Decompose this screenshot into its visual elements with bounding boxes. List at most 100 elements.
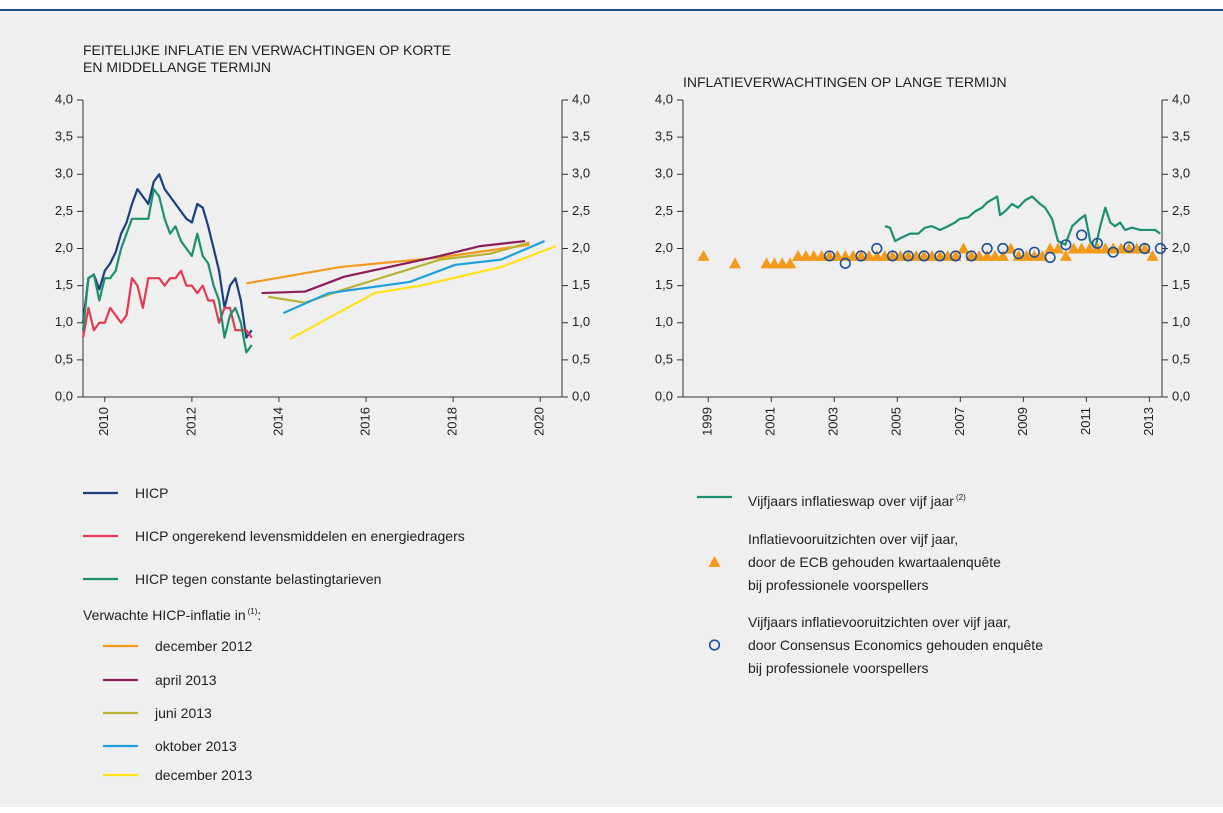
y-tick-label: 0,5 <box>55 351 73 366</box>
legend-label: april 2013 <box>155 671 217 688</box>
triangle-marker <box>697 249 710 261</box>
circle-marker <box>1060 239 1072 251</box>
y-tick-label-right: 0,0 <box>572 388 590 403</box>
series-line <box>289 245 556 341</box>
triangle-marker <box>1052 242 1065 254</box>
y-tick-label-right: 1,0 <box>572 314 590 329</box>
triangle-marker <box>949 249 962 261</box>
legend-heading-end: : <box>257 607 262 623</box>
x-tick-label: 2001 <box>763 407 778 436</box>
circle-marker <box>1091 237 1103 249</box>
x-tick-label: 2020 <box>532 407 547 436</box>
circle-marker <box>1013 248 1025 260</box>
legend-entry: Inflatievooruitzichten over vijf jaar, d… <box>748 528 1001 597</box>
y-tick-label: 2,5 <box>655 203 673 218</box>
y-tick-label-right: 0,5 <box>1172 351 1190 366</box>
y-tick-label-right: 0,0 <box>1172 388 1190 403</box>
circle-marker <box>1076 229 1088 241</box>
y-tick-label: 4,0 <box>655 91 673 106</box>
y-tick-label: 1,0 <box>655 314 673 329</box>
x-tick-label: 2007 <box>952 407 967 436</box>
legend-entry: april 2013 <box>155 669 217 692</box>
series-line <box>246 243 530 285</box>
y-tick-label: 2,5 <box>55 203 73 218</box>
panel <box>0 9 1223 807</box>
circle-marker <box>708 639 721 651</box>
x-tick-label: 2009 <box>1015 407 1030 436</box>
circle-marker <box>949 250 962 262</box>
y-tick-label: 0,5 <box>655 351 673 366</box>
triangle-marker <box>918 249 931 261</box>
triangle-marker <box>776 257 789 269</box>
circle-marker <box>918 250 930 262</box>
series-line <box>267 241 530 304</box>
triangle-marker <box>981 249 994 261</box>
y-tick-label-right: 1,5 <box>1172 277 1190 292</box>
x-tick-label: 2011 <box>1078 407 1093 435</box>
triangle-marker <box>1044 242 1057 254</box>
circle-marker <box>981 242 993 255</box>
triangle-marker <box>799 249 812 261</box>
x-tick-label: 2010 <box>96 407 111 436</box>
triangle-marker <box>933 249 946 261</box>
triangle-marker <box>708 556 721 567</box>
y-tick-label-right: 3,0 <box>1172 166 1190 181</box>
y-tick-label: 0,0 <box>55 388 73 403</box>
triangle-marker <box>1067 242 1080 254</box>
y-tick-label-right: 4,0 <box>572 91 590 106</box>
legend-heading-text: Verwachte HICP-inflatie in <box>83 607 246 623</box>
triangle-marker <box>870 249 883 261</box>
x-tick-label: 2013 <box>1141 407 1156 436</box>
triangle-marker <box>1020 249 1033 261</box>
legend-label: oktober 2013 <box>155 737 237 754</box>
y-tick-label: 3,5 <box>55 129 73 144</box>
legend-entry: HICP ongerekend levensmiddelen en energi… <box>135 525 465 548</box>
series-line <box>884 195 1161 250</box>
triangle-marker <box>784 257 797 269</box>
triangle-marker <box>1075 242 1088 254</box>
triangle-marker <box>1146 249 1159 261</box>
y-tick-label: 3,0 <box>655 166 673 181</box>
legend-entry: HICP <box>135 482 168 505</box>
legend-label: december 2013 <box>155 766 253 783</box>
chart-title: FEITELIJKE INFLATIE EN VERWACHTINGEN OP … <box>83 42 451 75</box>
triangle-marker <box>760 257 773 269</box>
triangle-marker <box>728 257 741 269</box>
series-line <box>81 173 253 339</box>
legend-label: HICP <box>135 484 169 501</box>
legend-label: HICP tegen constante belastingtarieven <box>135 570 382 587</box>
triangle-marker <box>1028 249 1041 261</box>
circle-marker <box>1107 246 1119 258</box>
circle-marker <box>886 250 899 262</box>
legend-heading-note: (1) <box>247 607 258 616</box>
circle-marker <box>902 250 914 262</box>
legend-entry: Vijfjaars inflatieswap over vijf jaar (2) <box>748 486 966 513</box>
y-tick-label-right: 3,5 <box>572 129 590 144</box>
legend-entry: oktober 2013 <box>155 735 237 758</box>
circle-marker <box>934 250 946 262</box>
triangle-marker <box>902 249 915 261</box>
circle-marker <box>965 250 977 262</box>
legend-label: juni 2013 <box>155 704 212 721</box>
y-tick-label-right: 4,0 <box>1172 91 1190 106</box>
triangle-marker <box>792 249 805 261</box>
legend-entry: HICP tegen constante belastingtarieven <box>135 568 381 591</box>
y-tick-label-right: 1,5 <box>572 277 590 292</box>
triangle-marker <box>1059 249 1072 261</box>
y-tick-label: 3,5 <box>655 129 673 144</box>
legend-label: HICP ongerekend levensmiddelen en energi… <box>135 527 465 544</box>
legend-entry: Vijfjaars inflatievooruitzichten over vi… <box>748 611 1043 680</box>
triangle-marker <box>965 249 978 261</box>
y-tick-label-right: 2,0 <box>1172 240 1190 255</box>
triangle-marker <box>768 257 781 269</box>
circle-marker <box>1044 251 1056 264</box>
legend-label: Inflatievooruitzichten over vijf jaar, d… <box>748 530 1001 593</box>
series-line <box>81 269 253 339</box>
triangle-marker <box>1083 242 1096 254</box>
circle-marker <box>1123 241 1135 253</box>
x-tick-label: 2014 <box>270 407 285 436</box>
circle-marker <box>839 257 851 269</box>
circle-marker <box>823 250 836 262</box>
